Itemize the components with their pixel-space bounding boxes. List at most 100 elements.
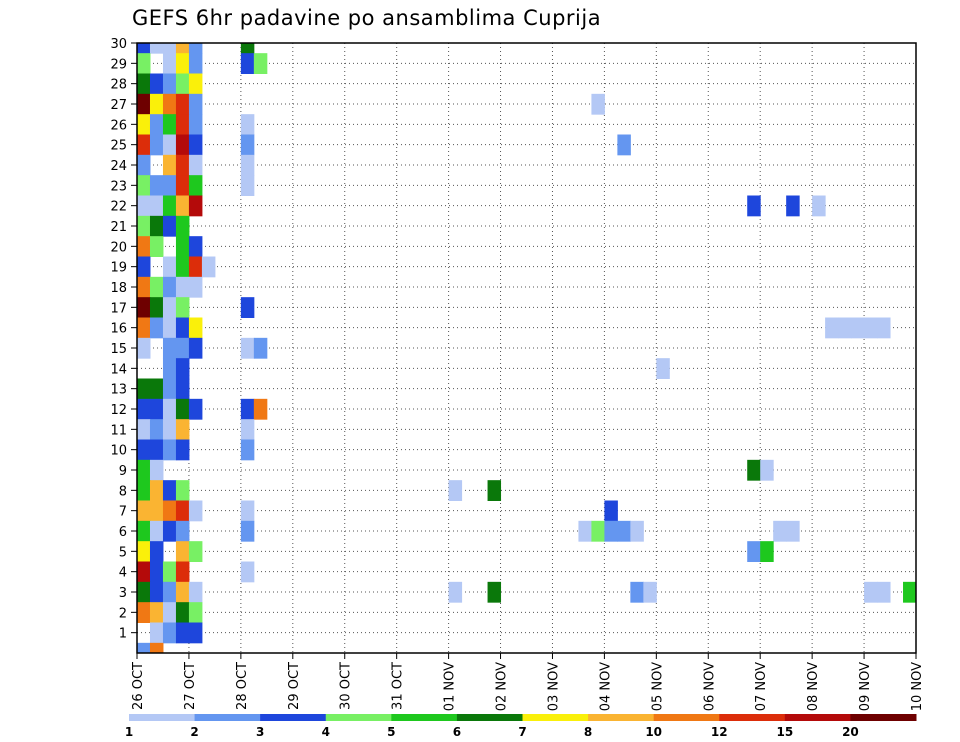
heatmap-cell [864,581,878,603]
heatmap-cell [162,93,177,115]
y-tick-label: 29 [110,57,127,72]
heatmap-cell [149,561,164,583]
chart-title: GEFS 6hr padavine po ansamblima Cuprija [132,6,602,30]
heatmap-cell [162,398,177,420]
heatmap-cell [188,134,203,156]
heatmap-cell [149,378,164,400]
heatmap-cell [149,297,164,318]
heatmap-cell [162,358,177,379]
y-tick-label: 8 [119,484,127,499]
heatmap-cell [175,154,190,176]
heatmap-cell [175,500,190,522]
heatmap-cell [137,500,151,522]
y-tick-label: 4 [119,566,127,581]
heatmap-cell [175,134,190,156]
colorbar-label: 1 [125,725,133,739]
heatmap-cell [747,541,761,562]
heatmap-cell [760,541,774,562]
y-tick-label: 26 [110,118,127,133]
heatmap-cell [149,93,164,115]
colorbar-swatch [129,714,196,721]
heatmap-cell [591,93,605,115]
heatmap-cell [137,93,151,115]
heatmap-cell [162,561,177,583]
heatmap-cell [240,419,255,440]
heatmap-cell [137,439,151,461]
heatmap-cell [175,398,190,420]
heatmap-cell [175,317,190,339]
colorbar-swatch [260,714,327,721]
heatmap-cell [149,175,164,196]
heatmap-cell [240,520,255,542]
y-tick-label: 11 [110,423,127,438]
heatmap-cell [188,195,203,217]
heatmap-cell [175,581,190,603]
heatmap-cell [188,114,203,135]
heatmap-cell [188,622,203,644]
heatmap-cell [137,581,151,603]
heatmap-cell [630,520,644,542]
y-tick-label: 16 [110,322,127,337]
colorbar-swatch [850,714,917,721]
heatmap-cell [188,53,203,74]
heatmap-cell [149,114,164,135]
heatmap-cell [137,43,151,54]
heatmap-cell [201,256,216,278]
heatmap-cell [175,439,190,461]
heatmap-cell [240,53,255,74]
heatmap-cell [747,459,761,481]
x-tick-label: 30 OCT [339,662,354,710]
heatmap-cell [240,114,255,135]
heatmap-cell [175,561,190,583]
y-tick-label: 28 [110,78,127,93]
colorbar-swatch [194,714,261,721]
y-tick-label: 1 [119,627,127,642]
heatmap-cell [162,581,177,603]
x-tick-label: 31 OCT [391,662,406,710]
x-tick-label: 27 OCT [183,662,198,710]
heatmap-cell [137,520,151,542]
heatmap-cell [240,337,255,359]
colorbar-swatch [784,714,851,721]
y-tick-label: 14 [110,362,127,377]
heatmap-cell [786,195,800,217]
heatmap-cell [175,541,190,562]
heatmap-cell [149,195,164,217]
colorbar-swatch [391,714,458,721]
heatmap-cell [240,439,255,461]
x-tick-label: 28 OCT [235,662,250,710]
colorbar-label: 6 [453,725,461,739]
heatmap-cell [149,317,164,339]
heatmap-cell [162,276,177,298]
heatmap-cell [175,215,190,237]
heatmap-cell [916,582,929,603]
heatmap-cell [162,439,177,461]
colorbar-label: 7 [518,725,526,739]
heatmap-cell [162,134,177,156]
heatmap-cell [149,520,164,542]
y-tick-label: 3 [119,586,127,601]
y-tick-label: 15 [110,342,127,357]
colorbar-swatch [325,714,392,721]
colorbar-label: 20 [842,725,859,739]
heatmap-cell [617,134,631,156]
heatmap-cell [162,53,177,74]
heatmap-cell [137,602,151,623]
heatmap-cell [487,480,502,501]
heatmap-cell [188,500,203,522]
heatmap-cell [240,500,255,522]
heatmap-cell [604,520,618,542]
heatmap-cell [188,256,203,278]
heatmap-cell [137,561,151,583]
heatmap-cell [162,378,177,400]
heatmap-cell [149,276,164,298]
heatmap-cell [175,378,190,400]
heatmap-cell [175,256,190,278]
heatmap-cell [240,398,255,420]
heatmap-cell [656,358,670,379]
heatmap-cell [838,317,852,339]
heatmap-cell [448,480,463,501]
x-tick-label: 29 OCT [287,662,302,710]
heatmap-cell [253,53,268,74]
heatmap-cell [149,642,164,653]
